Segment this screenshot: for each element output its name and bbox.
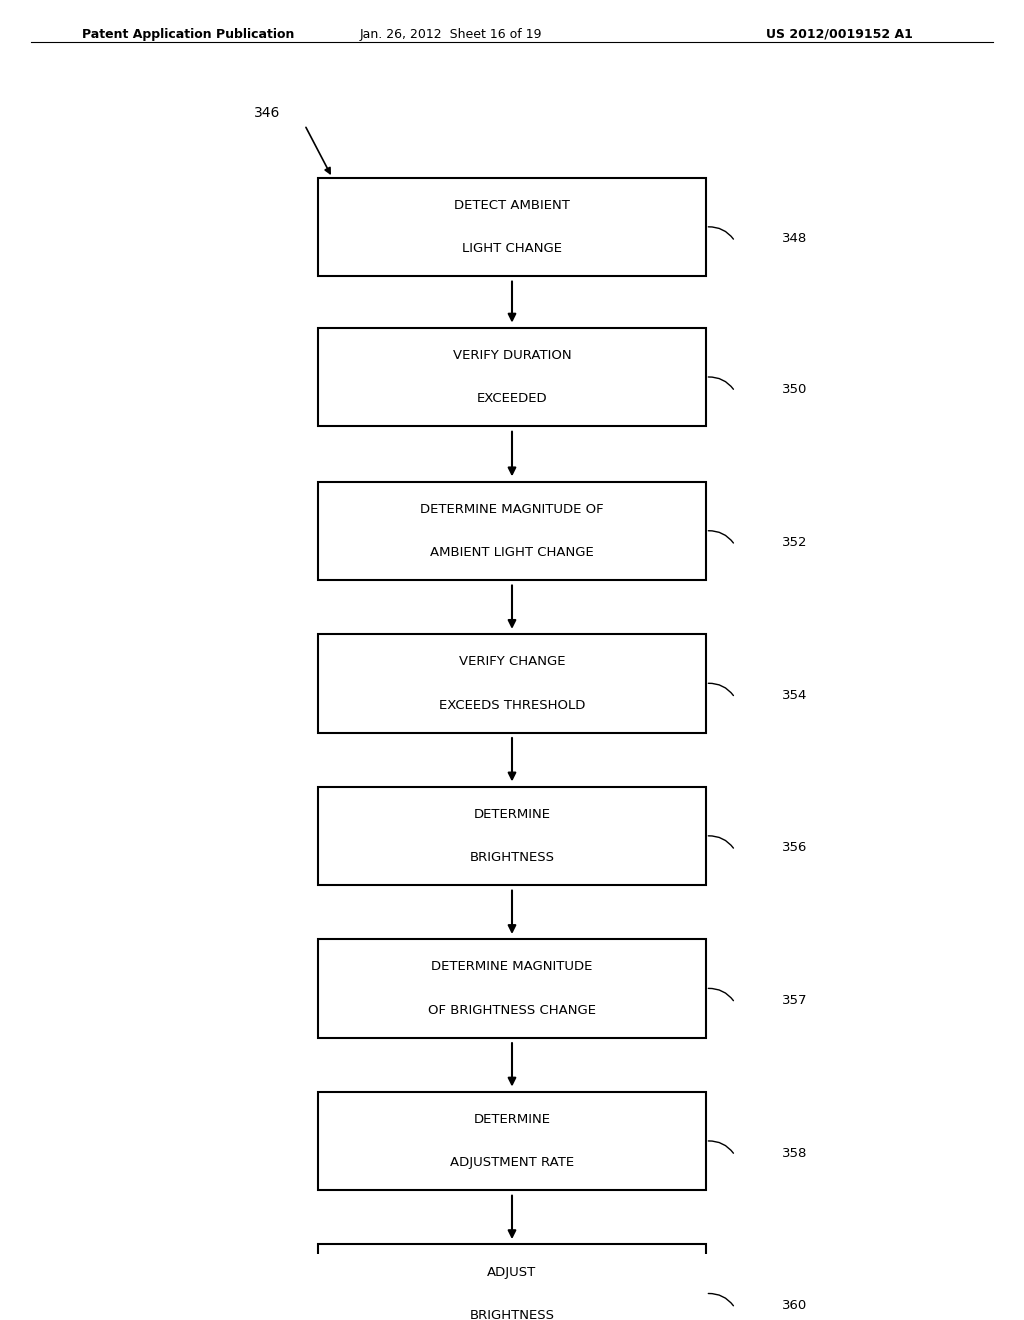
Text: 356: 356 — [782, 841, 807, 854]
Text: ADJUSTMENT RATE: ADJUSTMENT RATE — [450, 1156, 574, 1170]
FancyBboxPatch shape — [318, 1245, 706, 1320]
Text: LIGHT CHANGE: LIGHT CHANGE — [462, 242, 562, 255]
Text: EXCEEDED: EXCEEDED — [477, 392, 547, 405]
FancyBboxPatch shape — [318, 178, 706, 276]
Text: US 2012/0019152 A1: US 2012/0019152 A1 — [766, 28, 913, 41]
Text: ADJUST: ADJUST — [487, 1266, 537, 1279]
Text: 357: 357 — [782, 994, 808, 1007]
Text: AMBIENT LIGHT CHANGE: AMBIENT LIGHT CHANGE — [430, 546, 594, 558]
Text: OF BRIGHTNESS CHANGE: OF BRIGHTNESS CHANGE — [428, 1003, 596, 1016]
FancyBboxPatch shape — [318, 787, 706, 886]
Text: EXCEEDS THRESHOLD: EXCEEDS THRESHOLD — [439, 698, 585, 711]
Text: DETERMINE: DETERMINE — [473, 1113, 551, 1126]
FancyBboxPatch shape — [318, 482, 706, 579]
Text: DETERMINE: DETERMINE — [473, 808, 551, 821]
Text: 346: 346 — [254, 106, 281, 120]
Text: 350: 350 — [782, 383, 807, 396]
Text: Jan. 26, 2012  Sheet 16 of 19: Jan. 26, 2012 Sheet 16 of 19 — [359, 28, 542, 41]
Text: 352: 352 — [782, 536, 808, 549]
Text: Patent Application Publication: Patent Application Publication — [82, 28, 294, 41]
Text: VERIFY DURATION: VERIFY DURATION — [453, 348, 571, 362]
Text: 348: 348 — [782, 232, 807, 246]
Text: 358: 358 — [782, 1147, 807, 1159]
Text: DETECT AMBIENT: DETECT AMBIENT — [454, 199, 570, 211]
FancyBboxPatch shape — [318, 940, 706, 1038]
FancyBboxPatch shape — [318, 634, 706, 733]
Text: 360: 360 — [782, 1299, 807, 1312]
FancyBboxPatch shape — [318, 1092, 706, 1191]
FancyBboxPatch shape — [318, 327, 706, 426]
Text: DETERMINE MAGNITUDE: DETERMINE MAGNITUDE — [431, 961, 593, 973]
Text: 354: 354 — [782, 689, 807, 702]
Text: BRIGHTNESS: BRIGHTNESS — [469, 1308, 555, 1320]
Text: BRIGHTNESS: BRIGHTNESS — [469, 851, 555, 865]
Text: VERIFY CHANGE: VERIFY CHANGE — [459, 655, 565, 668]
Text: DETERMINE MAGNITUDE OF: DETERMINE MAGNITUDE OF — [420, 503, 604, 516]
